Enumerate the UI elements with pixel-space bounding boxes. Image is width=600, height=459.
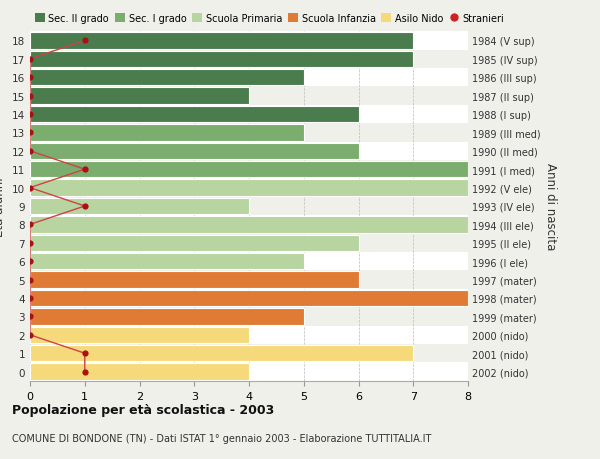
Bar [30,70,304,86]
Bar [30,88,249,105]
Bar [30,364,249,380]
Bar [30,344,468,363]
Bar [30,326,468,344]
Bar [30,106,359,123]
Bar [30,124,468,142]
Bar [30,198,249,215]
Bar [30,345,413,362]
Y-axis label: Età alunni: Età alunni [0,177,7,236]
Bar [30,235,359,252]
Bar [30,253,304,270]
Text: Popolazione per età scolastica - 2003: Popolazione per età scolastica - 2003 [12,403,274,416]
Bar [30,308,468,326]
Bar [30,290,468,307]
Bar [30,32,468,50]
Legend: Sec. II grado, Sec. I grado, Scuola Primaria, Scuola Infanzia, Asilo Nido, Stran: Sec. II grado, Sec. I grado, Scuola Prim… [35,14,505,24]
Y-axis label: Anni di nascita: Anni di nascita [544,163,557,250]
Bar [30,327,249,343]
Bar [30,87,468,106]
Bar [30,179,468,197]
Bar [30,161,468,179]
Bar [30,143,359,160]
Bar [30,50,468,69]
Bar [30,51,413,68]
Bar [30,217,468,233]
Bar [30,234,468,252]
Bar [30,289,468,308]
Bar [30,216,468,234]
Bar [30,33,413,50]
Bar [30,308,304,325]
Bar [30,197,468,216]
Bar [30,252,468,271]
Bar [30,363,468,381]
Bar [30,271,468,289]
Bar [30,162,468,178]
Bar [30,180,468,196]
Text: COMUNE DI BONDONE (TN) - Dati ISTAT 1° gennaio 2003 - Elaborazione TUTTITALIA.IT: COMUNE DI BONDONE (TN) - Dati ISTAT 1° g… [12,433,431,442]
Bar [30,106,468,124]
Bar [30,69,468,87]
Bar [30,142,468,161]
Bar [30,125,304,141]
Bar [30,272,359,288]
